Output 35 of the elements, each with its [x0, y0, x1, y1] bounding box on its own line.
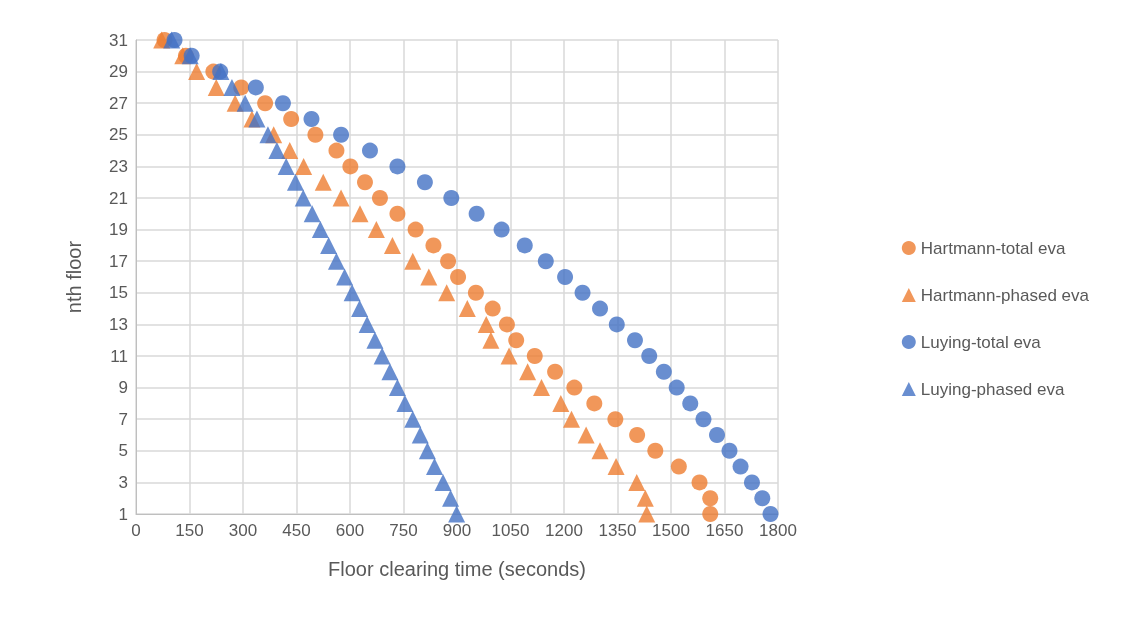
x-tick-label: 1800	[759, 521, 797, 540]
x-tick-label: 1350	[598, 521, 637, 540]
legend-label: Luying-total eva	[920, 332, 1042, 352]
y-tick-label: 9	[118, 378, 128, 398]
y-tick-label: 1	[118, 504, 128, 524]
y-tick-label: 21	[109, 188, 128, 208]
y-tick-label: 17	[109, 251, 128, 271]
x-tick-label: 0	[131, 521, 141, 540]
y-tick-label: 23	[109, 156, 128, 176]
x-tick-label: 1650	[705, 521, 744, 540]
x-tick-label: 1500	[652, 521, 690, 540]
y-tick-label: 15	[109, 283, 128, 303]
y-tick-label: 5	[118, 441, 128, 461]
x-tick-label: 1200	[545, 521, 583, 540]
y-tick-label: 27	[109, 93, 128, 113]
y-tick-label: 19	[109, 220, 128, 240]
x-tick-label: 900	[442, 521, 472, 540]
y-tick-label: 31	[109, 30, 128, 50]
x-axis-title: Floor clearing time (seconds)	[328, 558, 586, 580]
x-tick-label: 750	[389, 521, 418, 540]
y-tick-label: 3	[118, 472, 128, 492]
y-axis-title: nth floor	[63, 240, 85, 314]
x-tick-label: 600	[335, 521, 365, 540]
y-tick-label: 25	[109, 125, 128, 145]
y-tick-label: 11	[110, 346, 128, 366]
x-tick-label: 1050	[491, 521, 530, 540]
legend-label: Hartmann-total eva	[920, 238, 1066, 258]
x-tick-label: 300	[228, 521, 258, 540]
y-tick-label: 13	[109, 314, 128, 334]
y-tick-label: 7	[118, 409, 128, 429]
x-tick-label: 150	[175, 521, 204, 540]
legend-label: Hartmann-phased eva	[920, 285, 1090, 305]
y-tick-label: 29	[109, 62, 128, 82]
x-tick-label: 450	[282, 521, 311, 540]
legend-label: Luying-phased eva	[920, 379, 1065, 399]
